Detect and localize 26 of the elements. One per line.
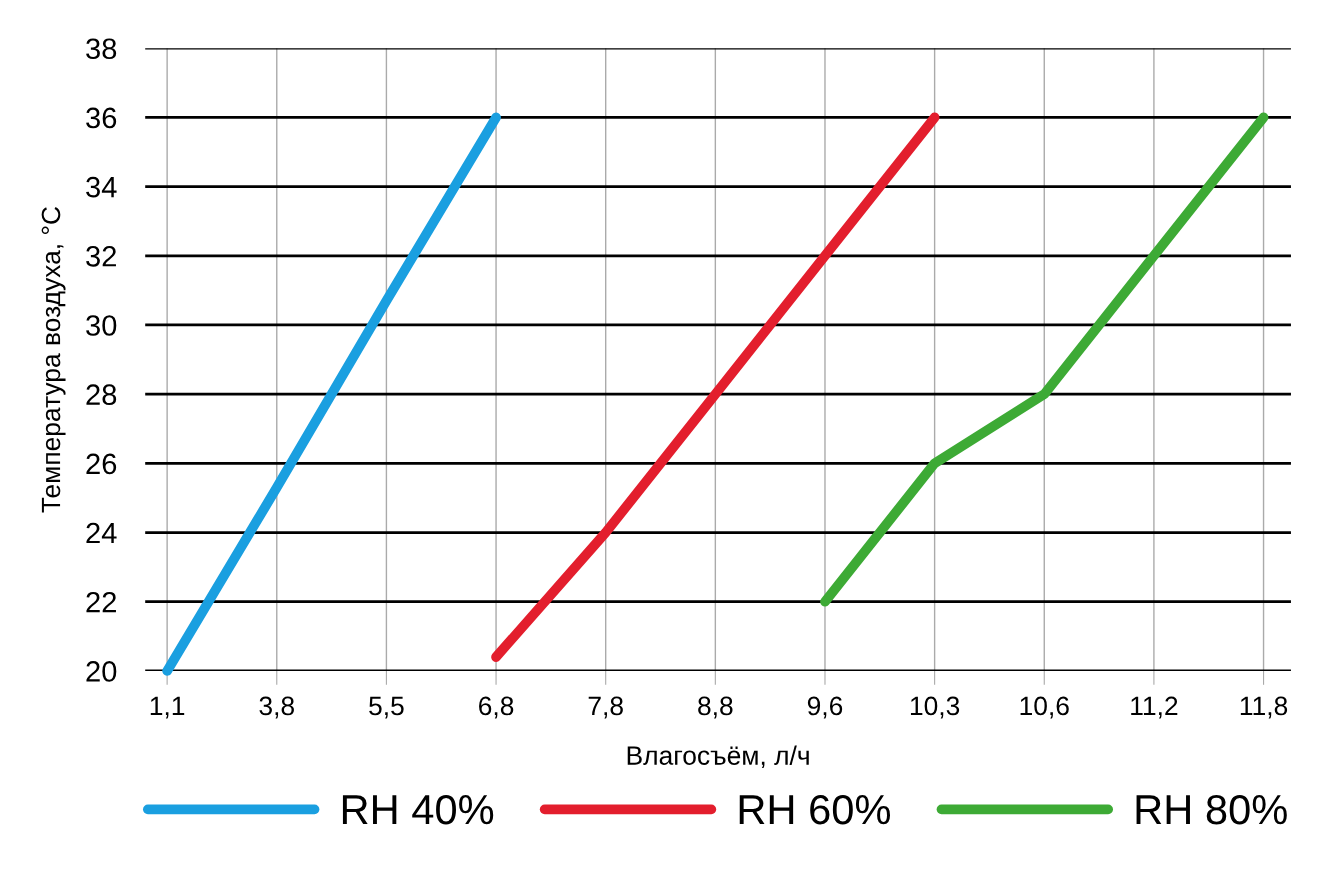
y-tick-label: 28 xyxy=(86,384,117,406)
x-tick-label: 8,8 xyxy=(698,696,733,719)
x-tick-label: 11,2 xyxy=(1131,696,1178,719)
y-axis-title: Температура воздуха, °C xyxy=(41,206,66,513)
y-tick-label: 22 xyxy=(86,591,116,613)
x-tick-label: 10,3 xyxy=(910,696,960,719)
x-tick-label: 9,6 xyxy=(807,696,843,719)
x-tick-label: 1,1 xyxy=(150,696,185,719)
x-tick-label: 11,8 xyxy=(1240,696,1288,719)
x-tick-label: 5,5 xyxy=(369,696,404,719)
x-tick-label: 7,8 xyxy=(588,696,623,719)
y-tick-label: 26 xyxy=(86,453,117,475)
y-tick-label: 38 xyxy=(86,38,117,60)
legend-label: RH 80% xyxy=(1136,794,1287,825)
y-tick-label: 30 xyxy=(86,315,117,336)
legend-label: RH 40% xyxy=(342,794,494,825)
x-tick-label: 10,6 xyxy=(1020,696,1069,719)
y-tick-label: 36 xyxy=(86,107,117,129)
x-tick-label: 6,8 xyxy=(479,696,514,719)
x-axis-title: Влагосъём, л/ч xyxy=(627,745,809,769)
y-tick-label: 32 xyxy=(86,245,116,267)
y-tick-label: 24 xyxy=(86,522,117,544)
y-tick-label: 20 xyxy=(86,661,117,682)
y-tick-label: 34 xyxy=(86,176,117,198)
legend-label: RH 60% xyxy=(739,794,891,825)
x-tick-label: 3,8 xyxy=(259,696,294,719)
